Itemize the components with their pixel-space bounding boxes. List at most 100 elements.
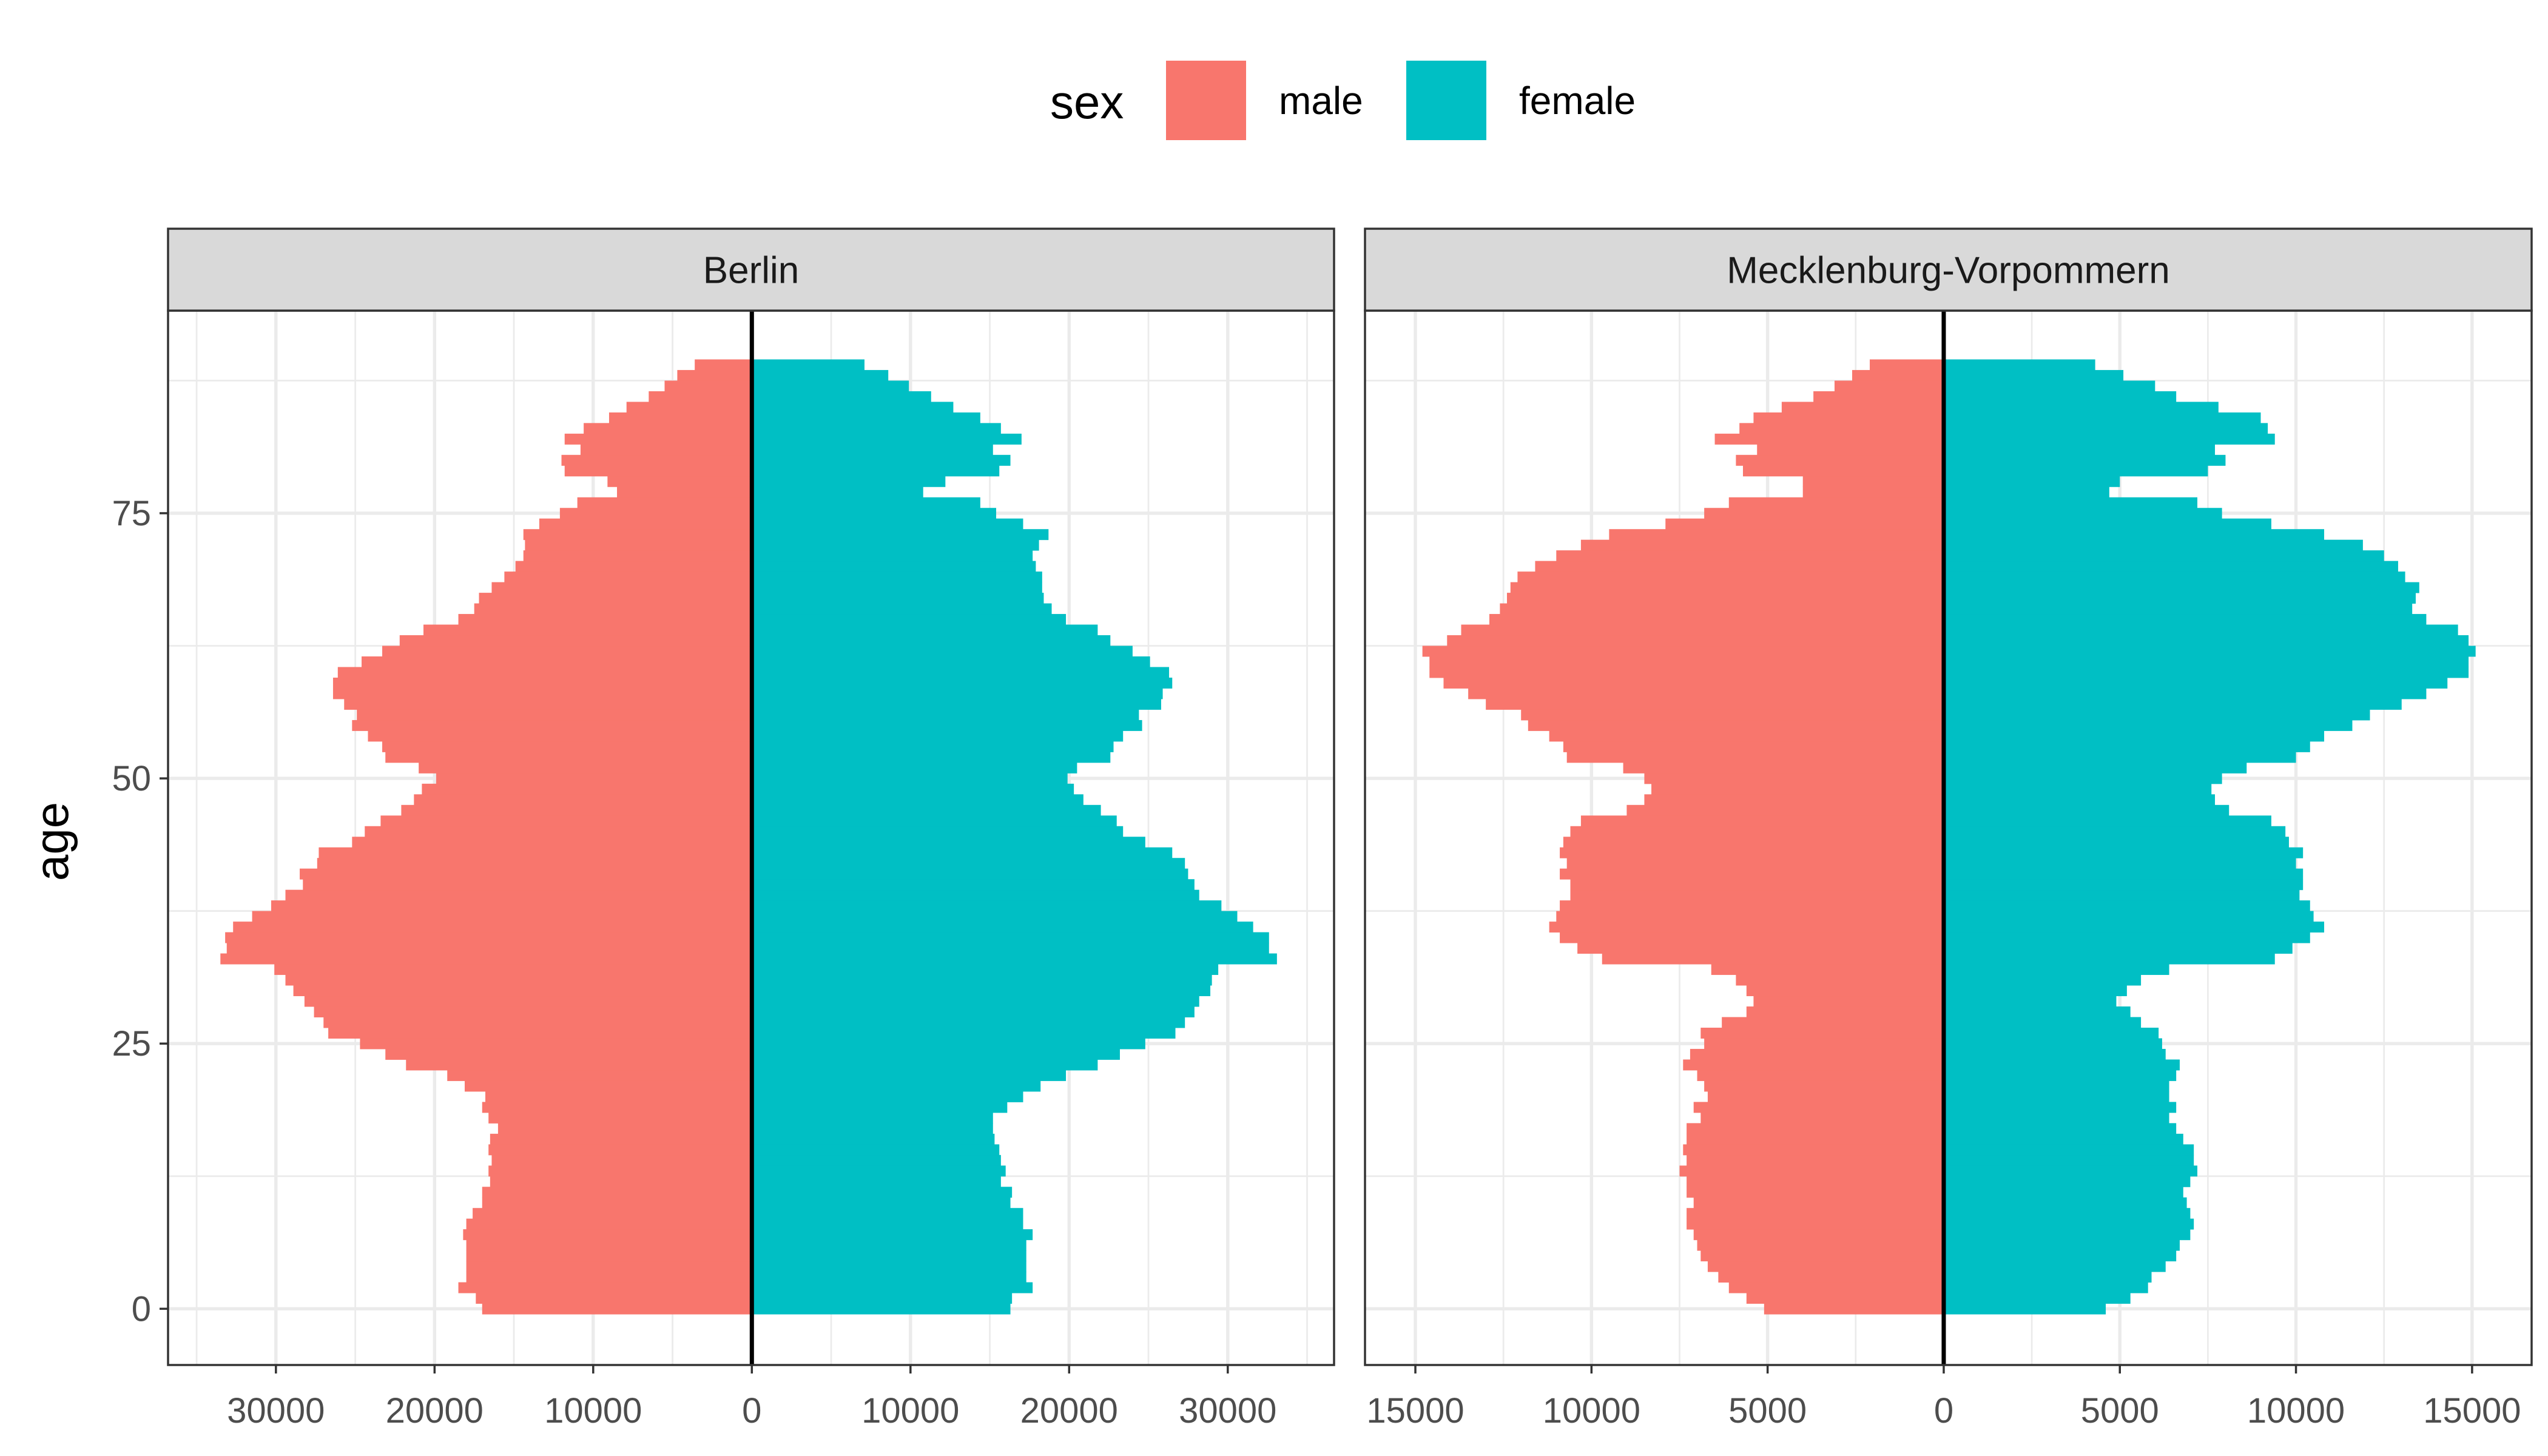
x-tick-label: 20000 <box>1020 1391 1118 1431</box>
bar-male <box>561 454 752 466</box>
bar-female <box>1943 985 2127 997</box>
bar-male <box>463 1229 752 1241</box>
bar-female <box>752 741 1114 752</box>
bar-female <box>752 815 1117 827</box>
bar-female <box>752 1250 1026 1262</box>
bar-female <box>1943 497 2197 508</box>
bar-male <box>1560 932 1944 943</box>
bar-male <box>271 900 752 912</box>
bar-male <box>318 847 752 858</box>
bar-male <box>617 487 752 498</box>
bar-female <box>752 943 1269 954</box>
bar-female <box>752 1261 1026 1272</box>
bar-female <box>1943 773 2222 784</box>
bar-male <box>1746 1293 1944 1304</box>
facet-panel: Berlin 30000 20000 10000 0 10000 20000 30000 0 25… <box>112 228 1335 1431</box>
bar-female <box>752 518 1023 530</box>
bar-female <box>752 932 1269 943</box>
bar-male <box>466 1218 752 1230</box>
bar-male <box>1506 593 1944 604</box>
y-tick-label: 75 <box>112 494 151 533</box>
bar-male <box>422 783 752 795</box>
bar-male <box>458 614 752 625</box>
bar-female <box>752 635 1111 647</box>
bar-male <box>382 741 752 752</box>
bar-female <box>752 1027 1176 1039</box>
bar-female <box>1943 1197 2187 1208</box>
bar-female <box>1943 762 2247 774</box>
bar-male <box>1563 741 1944 752</box>
bar-male <box>559 508 752 519</box>
bar-female <box>1943 423 2268 434</box>
bar-female <box>752 571 1042 583</box>
bar-female <box>752 667 1170 678</box>
bar-male <box>323 1017 752 1028</box>
bar-male <box>564 465 752 477</box>
bar-female <box>752 1017 1185 1028</box>
bar-male <box>380 815 752 827</box>
bar-female <box>752 433 1022 445</box>
bar-female <box>1943 624 2458 636</box>
bar-female <box>1943 614 2427 625</box>
bar-female <box>1943 1091 2169 1102</box>
bar-male <box>1535 561 1944 572</box>
bar-male <box>419 762 752 774</box>
bar-male <box>1753 996 1944 1007</box>
bar-male <box>352 720 752 731</box>
bar-female <box>1943 1070 2177 1081</box>
bar-female <box>752 508 997 519</box>
bar-male <box>1687 1154 1944 1166</box>
bar-male <box>1802 487 1944 498</box>
bar-male <box>695 359 752 371</box>
bar-female <box>752 1102 1008 1113</box>
bar-male <box>1736 454 1944 466</box>
bar-male <box>1510 582 1944 593</box>
bar-male <box>1728 1282 1944 1293</box>
bar-female <box>1943 932 2310 943</box>
bar-female <box>1943 465 2208 477</box>
bar-female <box>1943 698 2402 710</box>
bar-male <box>491 1154 752 1166</box>
facet-strip-label: Berlin <box>703 250 800 292</box>
bar-male <box>285 974 752 986</box>
bar-male <box>332 688 752 699</box>
bar-female <box>1943 1123 2177 1134</box>
bar-female <box>1943 688 2427 699</box>
bar-male <box>1556 550 1944 562</box>
bar-male <box>1665 518 1944 530</box>
bar-male <box>497 1123 752 1134</box>
bar-male <box>382 645 752 657</box>
bar-female <box>1943 571 2405 583</box>
bar-female <box>752 804 1101 816</box>
bar-male <box>1580 815 1944 827</box>
bar-female <box>752 1239 1026 1251</box>
bar-female <box>752 1197 1011 1208</box>
bar-male <box>365 826 752 837</box>
bar-female <box>752 423 1001 434</box>
bar-female <box>752 476 946 487</box>
bar-male <box>300 868 752 880</box>
bar-male <box>1707 1091 1944 1102</box>
bar-male <box>488 1165 752 1177</box>
bar-female <box>752 391 931 402</box>
bar-male <box>482 1197 752 1208</box>
bar-male <box>406 1059 752 1071</box>
bar-female <box>1943 1303 2106 1315</box>
bar-female <box>752 593 1044 604</box>
bar-female <box>752 561 1036 572</box>
bar-female <box>752 889 1199 901</box>
bar-female <box>752 402 954 413</box>
bar-male <box>1549 922 1944 933</box>
bar-female <box>752 709 1139 721</box>
bar-male <box>368 730 752 742</box>
x-tick-label: 30000 <box>227 1391 325 1431</box>
bar-female <box>1943 593 2416 604</box>
bar-female <box>1943 709 2370 721</box>
bar-female <box>752 879 1195 891</box>
bar-female <box>1943 1165 2197 1177</box>
bar-male <box>523 529 752 541</box>
bar-female <box>752 582 1042 593</box>
bar-male <box>226 943 752 954</box>
bar-male <box>1870 359 1944 371</box>
legend: sex male female <box>1050 61 1636 140</box>
